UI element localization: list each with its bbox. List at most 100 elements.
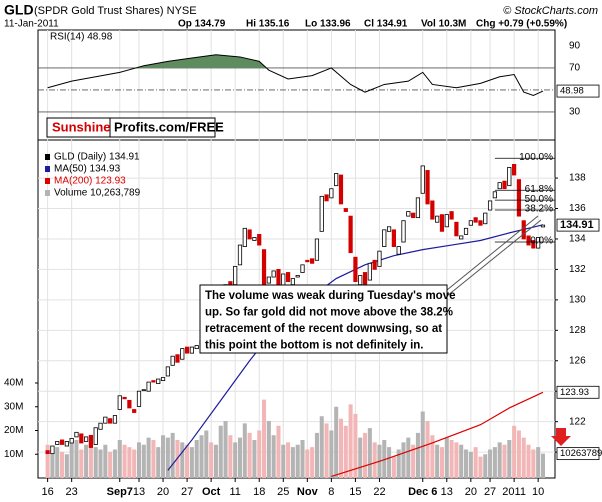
x-tick-label: 13 (133, 486, 145, 498)
x-tick-label: 2011 (502, 486, 526, 498)
volume-bar (213, 444, 218, 478)
candle (261, 249, 267, 287)
volume-bar (497, 442, 502, 478)
y-tick-label: 136 (569, 203, 586, 214)
volume-bar (108, 451, 113, 478)
volume-bar (165, 437, 170, 478)
candle (127, 399, 132, 409)
volume-bar (358, 437, 363, 478)
volume-bar (483, 454, 488, 478)
volume-bar (151, 440, 156, 478)
x-tick-label: 8 (328, 486, 334, 498)
candle (136, 390, 142, 407)
candle (497, 182, 502, 190)
volume-bar (425, 421, 430, 478)
candle (425, 170, 430, 205)
candle (531, 240, 536, 249)
candle (444, 214, 449, 228)
volume-bar (449, 440, 454, 478)
x-tick-label: 23 (66, 486, 78, 498)
candle (146, 381, 151, 392)
candle (521, 220, 526, 240)
volume-bar (69, 442, 74, 478)
candle (93, 427, 98, 445)
volume-bar (382, 440, 387, 478)
candle (233, 265, 238, 286)
volume-bar (112, 449, 117, 478)
candle (69, 438, 74, 444)
volume-bar (276, 425, 281, 478)
y-tick-label: 128 (569, 325, 586, 336)
legend-entry: Volume 10,263,789 (54, 188, 141, 199)
rsi-tick-label: 90 (569, 41, 581, 52)
candle (189, 346, 194, 354)
candle (507, 167, 512, 187)
volume-bar (55, 447, 60, 478)
candle (132, 409, 137, 413)
volume-bar (492, 447, 497, 478)
volume-bar (310, 447, 315, 478)
candle (117, 395, 122, 410)
volume-bar (415, 432, 420, 478)
volume-bar (300, 440, 305, 478)
candle (122, 396, 127, 400)
volume-bar (185, 444, 190, 478)
candle (478, 220, 483, 226)
candle (112, 415, 118, 424)
volume-bar (334, 406, 339, 478)
volume-bar (367, 428, 372, 478)
y-tick-label: 134 (569, 234, 586, 245)
candle (449, 211, 454, 220)
candle (83, 436, 89, 442)
candle (502, 180, 507, 190)
volume-bar (430, 435, 435, 478)
rsi-line (47, 54, 544, 96)
volume-bar (93, 447, 98, 478)
volume-bar (146, 437, 151, 478)
candle (435, 215, 440, 223)
volume-bar (64, 454, 69, 478)
candle (160, 377, 166, 381)
volume-bar (45, 444, 50, 478)
candle (55, 441, 60, 445)
candle (50, 445, 55, 455)
volume-bar (516, 430, 521, 478)
volume-tick-label: 40M (4, 378, 23, 389)
volume-bar (127, 447, 132, 478)
symbol: GLD (4, 2, 34, 18)
x-tick-label: 20 (465, 486, 477, 498)
volume-bar (141, 444, 146, 478)
last-price: 134.91 (560, 219, 594, 231)
ma200-last-box (556, 385, 600, 399)
volume-bar (122, 444, 127, 478)
candle (314, 238, 320, 261)
rsi-label: RSI(14) 48.98 (50, 32, 113, 43)
volume-tick-label: 20M (4, 425, 23, 436)
candle (367, 262, 372, 281)
candle (382, 229, 387, 247)
candle (473, 217, 478, 223)
volume-bar (502, 444, 507, 478)
candle (487, 200, 493, 211)
volume-bar (531, 449, 536, 478)
volume-bar (540, 453, 545, 478)
candle (492, 191, 497, 199)
volume-bar (401, 442, 406, 478)
candle (108, 418, 113, 424)
candle (310, 258, 315, 264)
candle (79, 433, 84, 444)
annotation-text: this point the bottom is not definitely … (205, 340, 423, 352)
volume-bar (132, 449, 137, 478)
volume-bar (84, 444, 89, 478)
x-tick-label: 25 (277, 486, 289, 498)
annotation-text: The volume was weak during Tuesday's mov… (205, 290, 456, 302)
volume-bar (329, 430, 334, 478)
volume-bar (319, 416, 324, 478)
volume-bar (473, 447, 478, 478)
candle (411, 212, 416, 219)
volume-bar (435, 444, 440, 478)
volume-bar (348, 404, 353, 478)
candle (271, 270, 276, 278)
quote-stat: Hi 135.16 (246, 19, 290, 30)
volume-last-box (556, 447, 600, 461)
